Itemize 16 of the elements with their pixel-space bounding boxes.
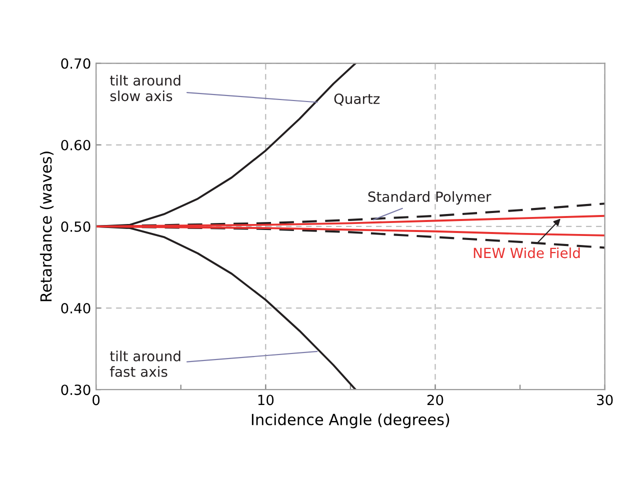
annotation: NEW Wide Field	[474, 247, 580, 258]
y-tick-label: 0.50	[61, 221, 90, 232]
x-tick-label: 0	[92, 394, 100, 406]
annotation: Standard Polymer	[368, 191, 492, 205]
x-axis-title: Incidence Angle (degrees)	[252, 413, 450, 428]
y-tick-label: 0.60	[61, 140, 90, 150]
x-tick-label: 30	[597, 394, 613, 406]
x-tick-label: 10	[258, 394, 274, 406]
y-tick-label: 0.40	[61, 302, 90, 314]
annotation: Quartz	[334, 94, 380, 106]
y-tick-label: 0.30	[61, 384, 90, 396]
x-tick-label: 20	[427, 394, 444, 406]
y-tick-label: 0.70	[61, 58, 90, 69]
annotation: tilt around fast axis	[110, 350, 180, 377]
y-axis-title: Retardance (waves)	[40, 152, 54, 302]
annotation: tilt around slow axis	[110, 74, 180, 102]
